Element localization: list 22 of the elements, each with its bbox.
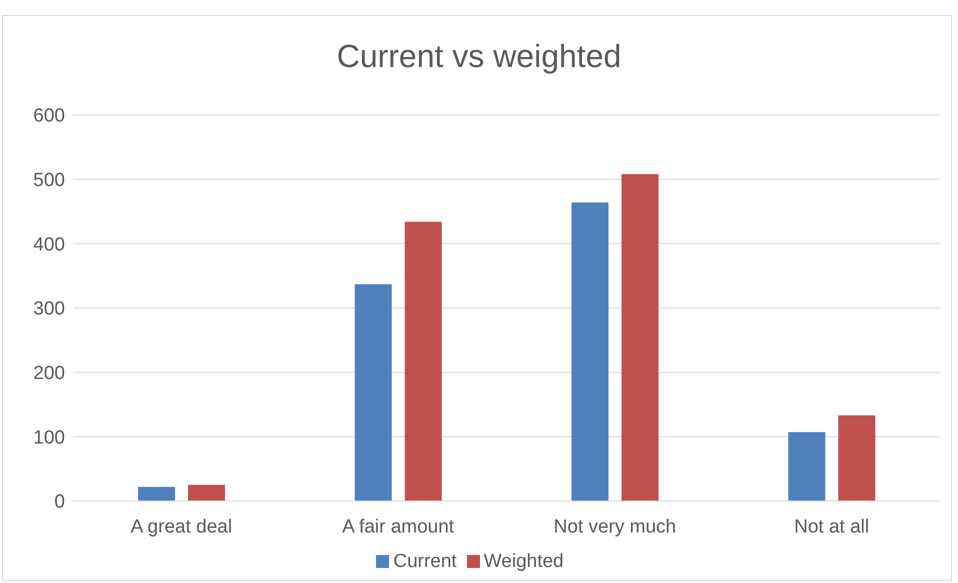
bar [138,486,176,501]
bar [404,222,442,501]
y-tick-label: 300 [33,298,65,320]
bar [188,484,226,501]
chart-title: Current vs weighted [336,38,622,75]
y-tick-label: 400 [33,234,65,256]
y-tick-label: 200 [33,363,65,384]
x-tick-label: A great deal [130,516,232,538]
legend-label: Weighted [484,551,564,572]
y-tick-label: 500 [33,170,65,192]
y-tick-label: 0 [54,492,65,513]
y-tick-label: 600 [33,106,65,127]
bar [788,432,826,501]
x-tick-label: Not at all [794,516,870,538]
x-tick-label: Not very much [554,516,676,538]
y-tick-label: 100 [33,427,65,448]
bar [622,174,659,501]
bar [354,284,392,501]
x-tick-label: A fair amount [342,516,455,538]
bar [838,415,876,501]
bar [572,202,609,501]
legend-label: Current [393,551,457,572]
